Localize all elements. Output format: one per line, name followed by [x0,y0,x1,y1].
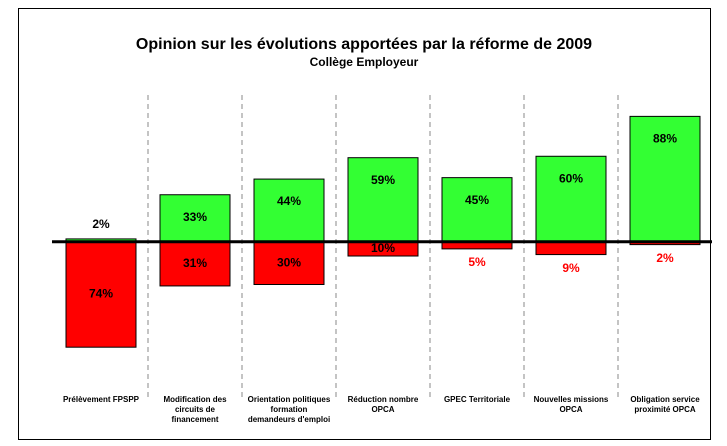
bar [347,157,419,243]
bar [159,241,231,287]
value-label: 33% [183,210,207,224]
bar [253,178,325,243]
x-tick-label: Nouvelles missions OPCA [533,395,609,414]
bar [629,115,701,243]
value-label: 88% [653,132,677,146]
bar [535,241,607,256]
x-tick-label: Obligation service proximité OPCA [630,395,700,414]
value-label: 10% [371,241,395,255]
bar [535,155,607,243]
value-label: 30% [277,255,301,269]
bar [65,241,137,348]
value-label: 31% [183,256,207,270]
x-tick-label: Modification des circuits de financement [163,395,227,424]
value-label: 9% [562,261,580,275]
x-tick-label: GPEC Territoriale [443,395,511,404]
value-label: 60% [559,171,583,185]
chart-title: Opinion sur les évolutions apportées par… [136,36,592,53]
value-label: 2% [656,251,674,265]
x-tick-label: Prélèvement FPSPP [62,395,140,404]
value-label: 59% [371,173,395,187]
value-label: 44% [277,194,301,208]
value-label: 5% [468,255,486,269]
bar [441,177,513,243]
x-tick-label: Orientation politiques formation demande… [247,395,331,424]
bar [253,241,325,286]
value-label: 2% [92,217,110,231]
x-tick-label: Réduction nombre OPCA [347,395,419,414]
value-label: 45% [465,193,489,207]
bar [159,194,231,243]
chart-subtitle: Collège Employeur [310,55,419,69]
value-label: 74% [89,287,113,301]
